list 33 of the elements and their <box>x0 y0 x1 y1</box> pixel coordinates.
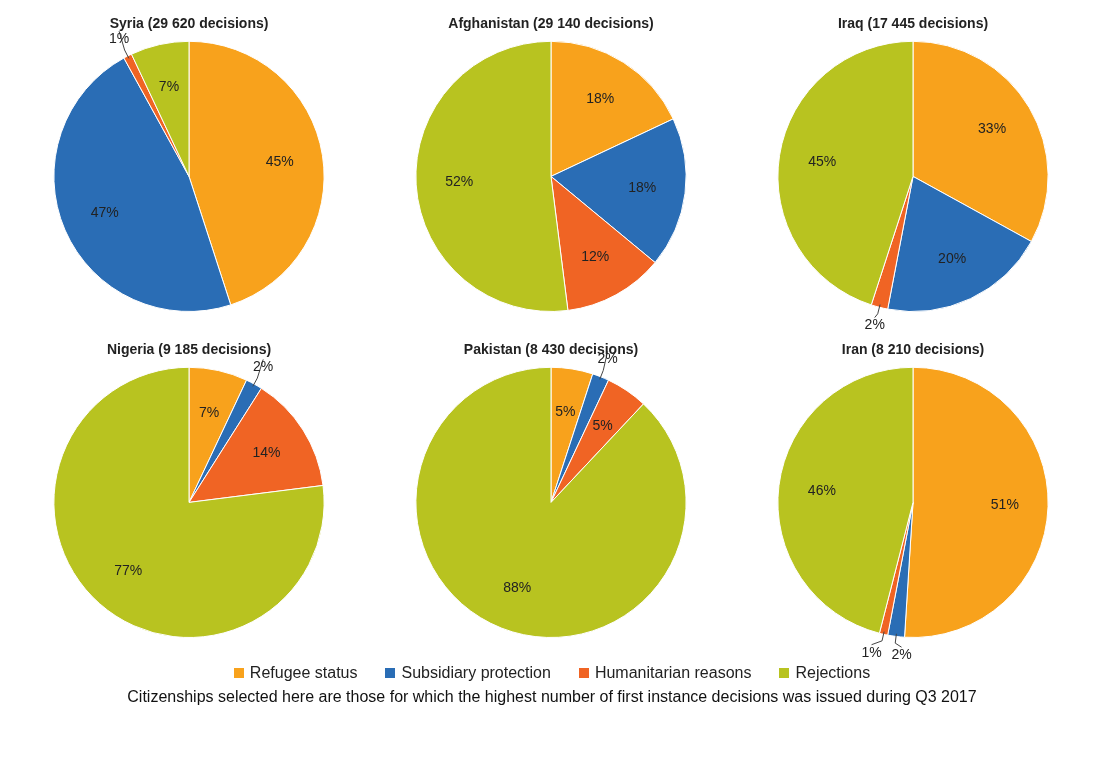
data-label: 2% <box>253 358 274 375</box>
data-label: 12% <box>581 247 610 264</box>
data-label: 20% <box>938 250 967 267</box>
chart-title: Syria (29 620 decisions) <box>109 15 269 32</box>
data-label: 7% <box>198 403 220 420</box>
data-label: 77% <box>114 562 143 579</box>
chart-title: Afghanistan (29 140 decisions) <box>448 15 654 32</box>
data-label: 1% <box>108 30 130 47</box>
chart-title: Iran (8 210 decisions) <box>841 341 985 358</box>
data-label: 18% <box>628 178 657 195</box>
data-label: 2% <box>864 316 885 333</box>
data-label: 45% <box>808 152 837 169</box>
data-label: 14% <box>252 444 281 461</box>
legend-label: Humanitarian reasons <box>594 664 752 682</box>
text: Citizenships selected here are those for which the highest number of first instance decisions was issued during Q3 2017 <box>126 688 978 706</box>
legend-label: Refugee status <box>249 664 358 682</box>
chart-title: Nigeria (9 185 decisions) <box>106 341 272 358</box>
data-label: 45% <box>265 152 294 169</box>
chart-title: Iraq (17 445 decisions) <box>837 15 989 32</box>
legend-label: Subsidiary protection <box>401 664 551 682</box>
data-label: 52% <box>445 173 474 190</box>
data-label: 88% <box>503 578 532 595</box>
data-label: 18% <box>586 89 615 106</box>
data-label: 2% <box>891 646 912 663</box>
data-label: 1% <box>861 643 882 660</box>
data-label: 33% <box>978 120 1007 137</box>
legend-label: Rejections <box>795 664 871 682</box>
data-label: 7% <box>158 77 180 94</box>
data-label: 51% <box>990 496 1019 513</box>
data-label: 46% <box>807 481 836 498</box>
data-label: 5% <box>592 417 613 434</box>
data-label: 47% <box>90 203 119 220</box>
data-label: 5% <box>555 402 576 419</box>
